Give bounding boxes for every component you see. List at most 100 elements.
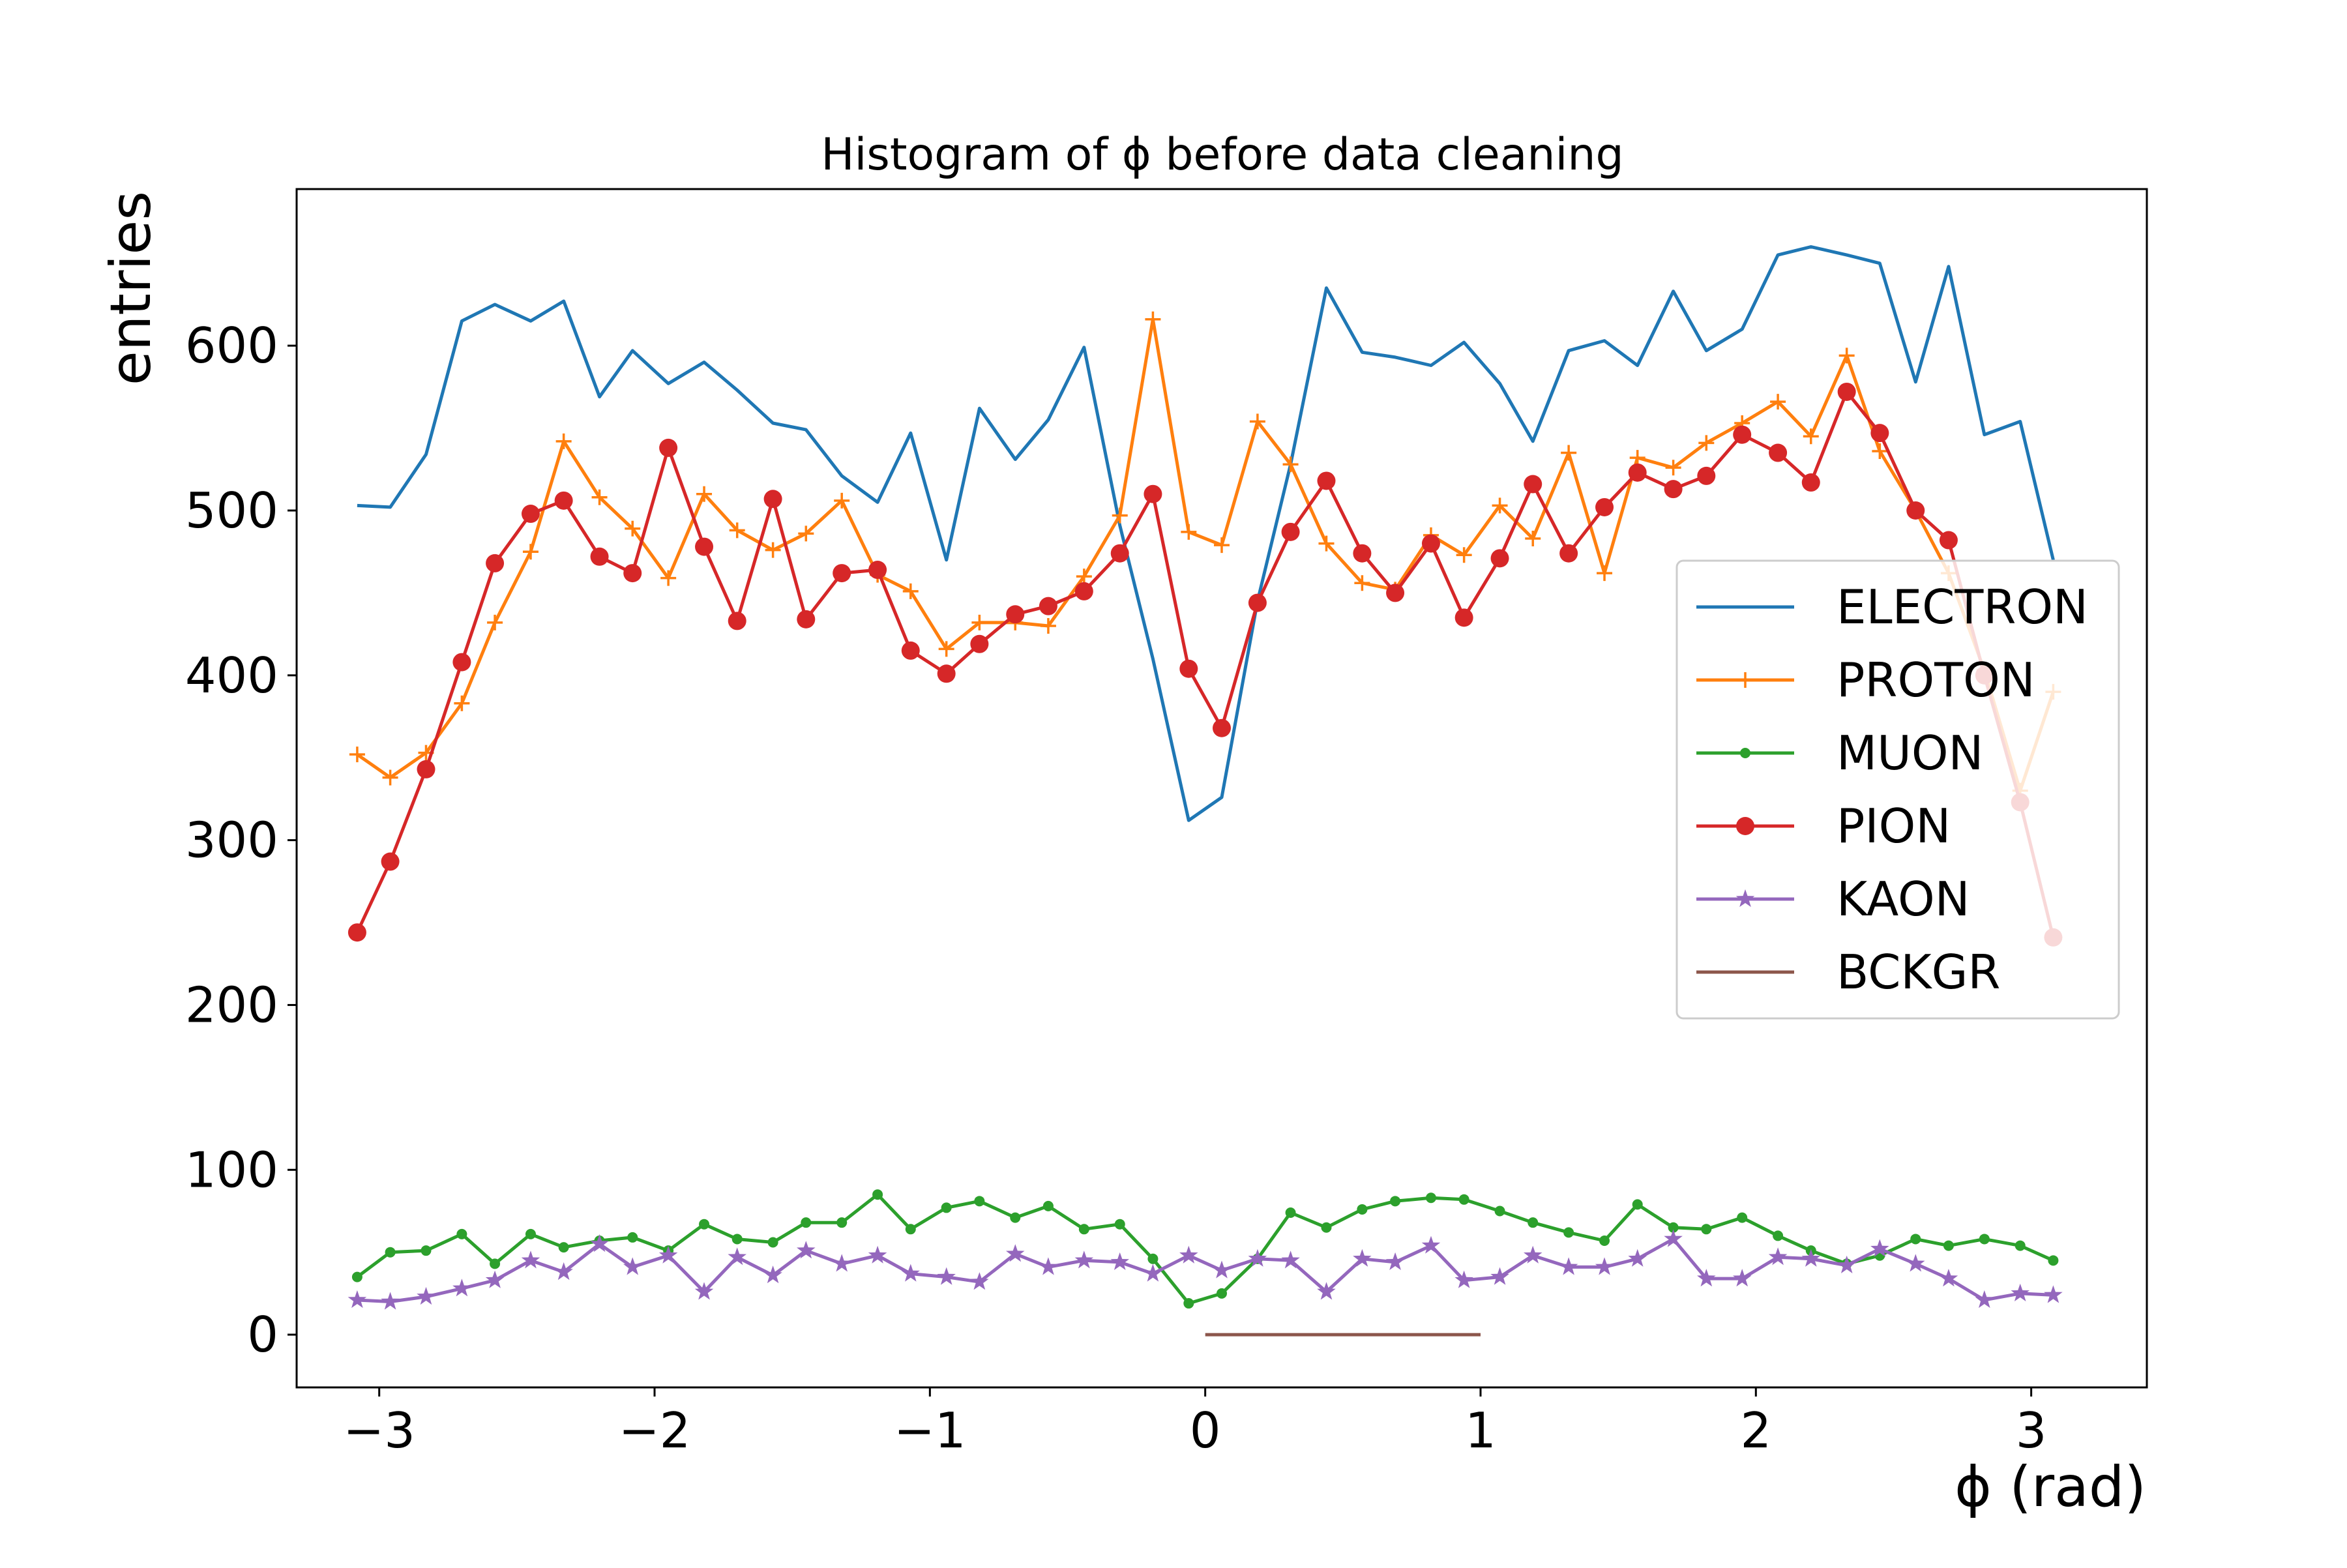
pion-point xyxy=(1559,544,1578,563)
proton-point xyxy=(1354,575,1370,591)
kaon-point xyxy=(1317,1282,1336,1300)
kaon-point xyxy=(1454,1270,1473,1288)
proton-point xyxy=(1214,537,1230,554)
pion-point xyxy=(1248,593,1267,612)
kaon-point xyxy=(937,1267,956,1285)
kaon-point xyxy=(1490,1267,1509,1285)
x-tick-label: −1 xyxy=(894,1402,966,1459)
legend-label: ELECTRON xyxy=(1837,580,2088,634)
pion-point xyxy=(486,554,505,572)
legend-box xyxy=(1675,559,2120,1020)
muon-point xyxy=(1147,1253,1159,1264)
x-axis-label: ϕ (rad) xyxy=(1955,1455,2146,1520)
muon-point xyxy=(490,1258,501,1269)
x-tick-label: −3 xyxy=(343,1402,415,1459)
muon-point xyxy=(525,1228,536,1239)
legend-item-bckgr: BCKGR xyxy=(1696,945,2000,999)
kaon-point xyxy=(417,1286,435,1305)
muon-point xyxy=(1458,1194,1469,1205)
kaon-point xyxy=(1524,1245,1543,1264)
proton-point xyxy=(349,747,365,763)
y-tick-label: 500 xyxy=(185,482,278,539)
proton-point xyxy=(1249,413,1265,430)
proton-point xyxy=(1629,450,1646,466)
kaon-point xyxy=(1074,1250,1094,1269)
y-tick-label: 600 xyxy=(185,317,278,374)
muon-point xyxy=(1357,1204,1368,1215)
kaon-point xyxy=(797,1241,816,1259)
proton-point xyxy=(522,544,539,560)
legend-label: PION xyxy=(1837,799,1951,853)
pion-point xyxy=(1281,522,1300,541)
muon-point xyxy=(1701,1224,1712,1235)
kaon-point xyxy=(1939,1269,1958,1287)
kaon-point xyxy=(1212,1260,1232,1279)
pion-point xyxy=(347,923,366,942)
pion-point xyxy=(554,491,573,510)
kaon-point xyxy=(347,1290,367,1309)
proton-point xyxy=(765,542,781,558)
proton-line xyxy=(356,318,2055,793)
muon-point xyxy=(1528,1217,1539,1228)
pion-point xyxy=(1939,531,1958,550)
pion-point xyxy=(659,438,678,457)
kaon-point xyxy=(1628,1249,1647,1267)
pion-point xyxy=(1353,544,1372,563)
y-tick-label: 400 xyxy=(185,647,278,704)
kaon-point xyxy=(1110,1252,1129,1270)
kaon-point xyxy=(970,1272,989,1290)
kaon-point xyxy=(694,1282,714,1300)
pion-point xyxy=(590,547,609,566)
muon-point xyxy=(456,1228,467,1239)
proton-point xyxy=(555,433,572,449)
proton-point xyxy=(1040,617,1056,634)
kaon-point xyxy=(485,1270,505,1288)
kaon-point xyxy=(901,1264,920,1282)
x-tick-label: 0 xyxy=(1190,1402,1221,1459)
proton-point xyxy=(971,614,988,630)
pion-point xyxy=(833,564,851,583)
kaon-point xyxy=(1768,1247,1788,1265)
proton-point xyxy=(1181,524,1197,540)
proton-point xyxy=(382,769,398,786)
legend-label: KAON xyxy=(1837,872,1970,926)
muon-point xyxy=(1010,1212,1021,1223)
muon-point xyxy=(1737,1212,1748,1223)
pion-point xyxy=(1386,584,1405,602)
proton-point xyxy=(1112,507,1128,524)
pion-point xyxy=(623,564,642,583)
muon-point xyxy=(1632,1199,1643,1210)
kaon-point xyxy=(590,1234,609,1252)
muon-point xyxy=(1979,1234,1990,1245)
kaon-point xyxy=(1179,1245,1198,1264)
muon-point xyxy=(1425,1192,1436,1204)
pion-point xyxy=(1144,484,1162,503)
pion-point xyxy=(1039,597,1057,615)
proton-point xyxy=(729,522,745,539)
kaon-point xyxy=(381,1292,400,1310)
kaon-point xyxy=(1039,1257,1058,1275)
muon-point xyxy=(1494,1206,1505,1217)
kaon-point xyxy=(554,1262,573,1280)
kaon-point xyxy=(1353,1249,1372,1267)
pion-point xyxy=(1837,382,1856,401)
pion-point xyxy=(937,664,956,683)
kaon-point xyxy=(1801,1249,1820,1267)
proton-point xyxy=(696,486,713,502)
pion-point xyxy=(381,852,400,871)
muon-point xyxy=(974,1196,985,1207)
muon-point xyxy=(1773,1230,1784,1241)
muon-point xyxy=(1321,1222,1332,1233)
legend-item-muon: MUON xyxy=(1696,726,1983,780)
kaon-point xyxy=(1144,1264,1162,1282)
series-electron xyxy=(357,245,2055,822)
kaon-point xyxy=(658,1245,678,1264)
series-kaon xyxy=(347,1229,2063,1310)
pion-point xyxy=(1074,582,1093,600)
muon-point xyxy=(1910,1234,1921,1245)
kaon-point xyxy=(1870,1239,1889,1257)
muon-point xyxy=(1217,1288,1227,1299)
kaon-point xyxy=(832,1254,851,1272)
muon-point xyxy=(421,1245,432,1256)
pion-point xyxy=(1490,549,1509,568)
